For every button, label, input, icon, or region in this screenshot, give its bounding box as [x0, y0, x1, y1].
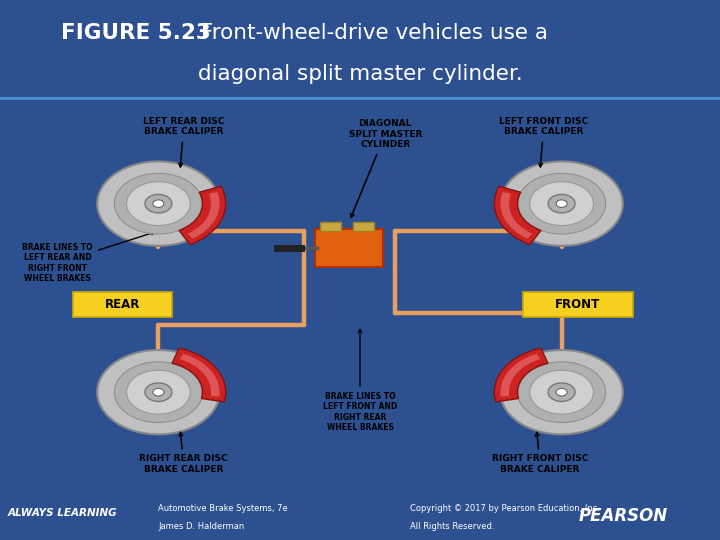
- Circle shape: [500, 161, 623, 246]
- Circle shape: [97, 161, 220, 246]
- Text: FRONT: FRONT: [555, 299, 600, 312]
- Circle shape: [145, 383, 172, 401]
- Wedge shape: [500, 354, 540, 396]
- Circle shape: [114, 362, 202, 422]
- Circle shape: [127, 182, 190, 226]
- Circle shape: [518, 173, 606, 234]
- Text: All Rights Reserved.: All Rights Reserved.: [410, 522, 495, 531]
- Text: LEFT FRONT DISC
BRAKE CALIPER: LEFT FRONT DISC BRAKE CALIPER: [499, 117, 588, 167]
- Text: PEARSON: PEARSON: [578, 507, 667, 525]
- Wedge shape: [500, 192, 532, 239]
- Circle shape: [153, 200, 164, 207]
- Text: Copyright © 2017 by Pearson Education, Inc.: Copyright © 2017 by Pearson Education, I…: [410, 504, 600, 513]
- Text: RIGHT REAR DISC
BRAKE CALIPER: RIGHT REAR DISC BRAKE CALIPER: [139, 433, 228, 474]
- FancyBboxPatch shape: [353, 222, 374, 231]
- Wedge shape: [495, 186, 541, 245]
- Circle shape: [530, 370, 593, 414]
- Wedge shape: [495, 348, 548, 402]
- FancyBboxPatch shape: [523, 293, 633, 318]
- Text: BRAKE LINES TO
LEFT REAR AND
RIGHT FRONT
WHEEL BRAKES: BRAKE LINES TO LEFT REAR AND RIGHT FRONT…: [22, 232, 154, 284]
- Text: James D. Halderman: James D. Halderman: [158, 522, 245, 531]
- Text: LEFT REAR DISC
BRAKE CALIPER: LEFT REAR DISC BRAKE CALIPER: [143, 117, 225, 167]
- Text: DIAGONAL
SPLIT MASTER
CYLINDER: DIAGONAL SPLIT MASTER CYLINDER: [348, 119, 422, 218]
- Text: REAR: REAR: [104, 299, 140, 312]
- Text: ALWAYS LEARNING: ALWAYS LEARNING: [7, 508, 117, 518]
- Wedge shape: [172, 348, 225, 402]
- Text: diagonal split master cylinder.: diagonal split master cylinder.: [197, 64, 523, 84]
- FancyBboxPatch shape: [73, 293, 172, 318]
- FancyBboxPatch shape: [315, 230, 383, 267]
- Text: BRAKE LINES TO
LEFT FRONT AND
RIGHT REAR
WHEEL BRAKES: BRAKE LINES TO LEFT FRONT AND RIGHT REAR…: [323, 329, 397, 432]
- Wedge shape: [188, 192, 220, 239]
- Text: Automotive Brake Systems, 7e: Automotive Brake Systems, 7e: [158, 504, 288, 513]
- Circle shape: [145, 194, 172, 213]
- Wedge shape: [180, 354, 220, 396]
- Text: Front-wheel-drive vehicles use a: Front-wheel-drive vehicles use a: [194, 23, 549, 43]
- Circle shape: [114, 173, 202, 234]
- Circle shape: [153, 388, 164, 396]
- Circle shape: [518, 362, 606, 422]
- Circle shape: [127, 370, 190, 414]
- FancyBboxPatch shape: [320, 222, 341, 231]
- Circle shape: [500, 350, 623, 434]
- Circle shape: [97, 350, 220, 434]
- Circle shape: [548, 194, 575, 213]
- Circle shape: [556, 388, 567, 396]
- Circle shape: [530, 182, 593, 226]
- Text: RIGHT FRONT DISC
BRAKE CALIPER: RIGHT FRONT DISC BRAKE CALIPER: [492, 433, 588, 474]
- Wedge shape: [179, 186, 225, 245]
- Circle shape: [556, 200, 567, 207]
- Circle shape: [548, 383, 575, 401]
- Text: FIGURE 5.23: FIGURE 5.23: [61, 23, 211, 43]
